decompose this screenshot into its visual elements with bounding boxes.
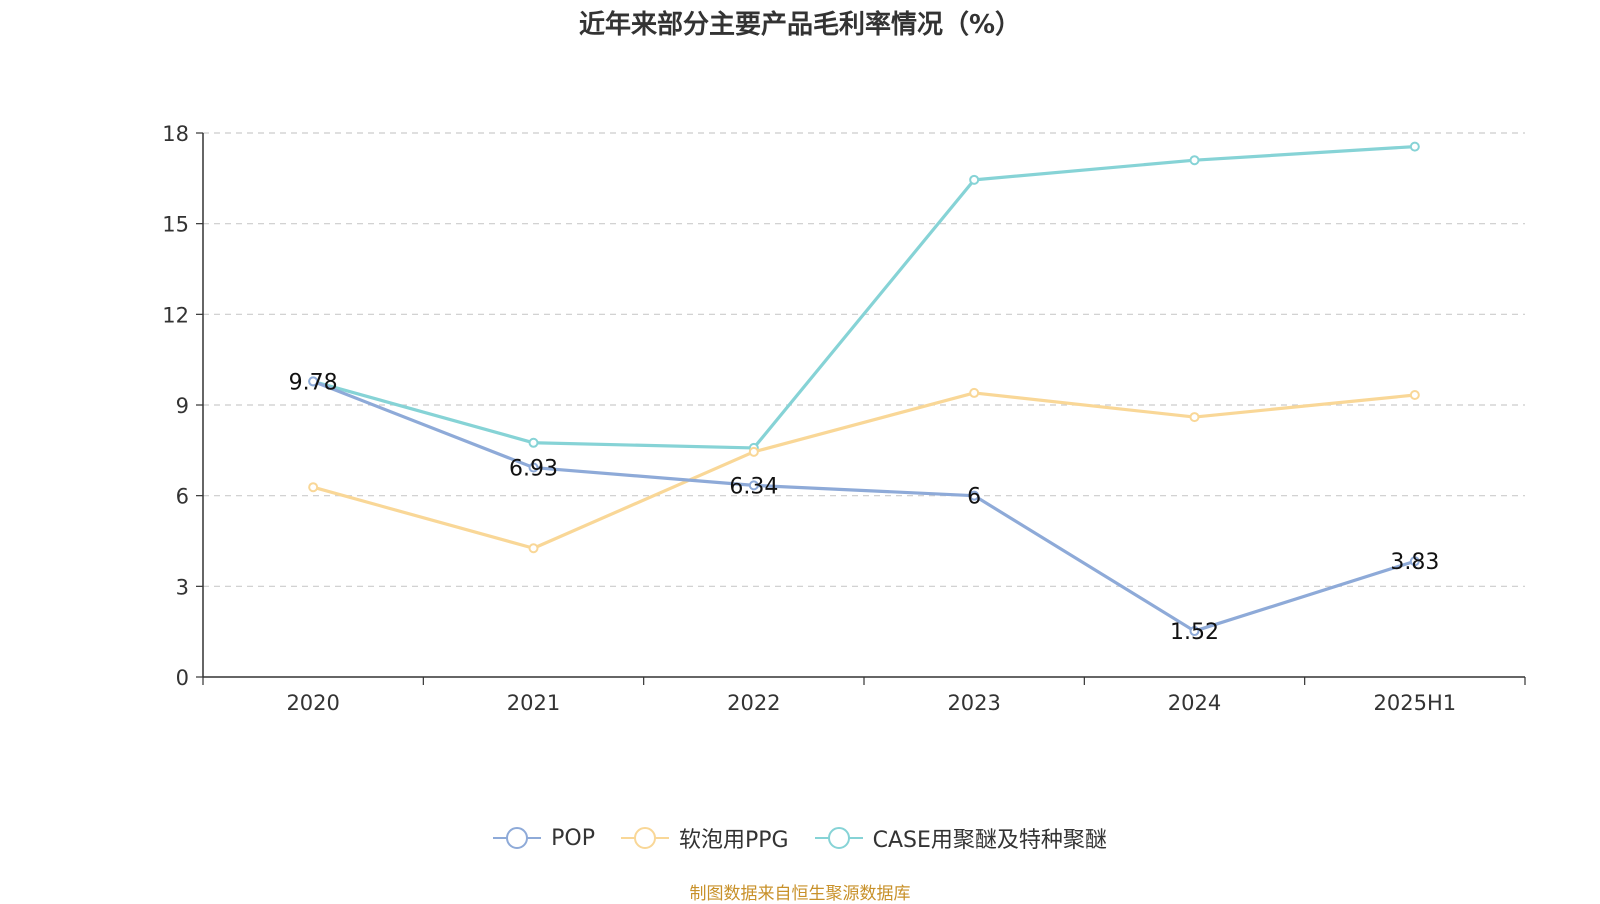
data-labels: 9.78 6.93 6.34 6 1.52 3.83: [289, 370, 1440, 645]
legend-label-case: CASE用聚醚及特种聚醚: [872, 828, 1107, 853]
data-point: [1189, 155, 1200, 166]
legend-swatch-case: [814, 826, 863, 850]
data-label: 6.34: [729, 474, 778, 499]
legend-item-pop[interactable]: POP: [493, 826, 595, 851]
data-point: [1409, 141, 1420, 152]
legend: POP 软泡用PPG CASE用聚醚及特种聚醚: [0, 822, 1600, 854]
legend-swatch-ppg: [620, 826, 669, 850]
data-point: [528, 437, 539, 448]
legend-item-ppg[interactable]: 软泡用PPG: [620, 822, 789, 854]
data-point: [308, 482, 319, 493]
data-label: 3.83: [1390, 550, 1439, 575]
data-point: [748, 446, 759, 457]
data-label: 1.52: [1170, 620, 1219, 645]
series-line: [312, 379, 1416, 633]
x-tick-label: 2021: [507, 691, 560, 715]
x-tick-label: 2025H1: [1374, 691, 1457, 715]
data-point: [528, 543, 539, 554]
y-tick-label: 18: [162, 122, 189, 146]
data-point: [308, 376, 319, 387]
axes: 0 3 6 9 12 15 18 2020 2021 2022 2023 2024 2025H1: [162, 122, 1526, 715]
line-chart: 0 3 6 9 12 15 18 2020 2021 2022 2023 2024 2025H1 9.7…: [162, 122, 1526, 715]
x-tick-label: 2023: [947, 691, 1000, 715]
data-label: 9.78: [289, 370, 338, 395]
data-label: 6: [967, 485, 981, 510]
chart-title: 近年来部分主要产品毛利率情况（%）: [578, 10, 1022, 40]
y-tick-label: 3: [176, 575, 189, 599]
data-point: [528, 462, 539, 473]
data-point: [748, 480, 759, 491]
legend-item-case[interactable]: CASE用聚醚及特种聚醚: [814, 822, 1107, 854]
grid-lines: [203, 132, 1525, 587]
y-tick-label: 9: [176, 394, 189, 418]
data-point: [969, 490, 980, 501]
legend-label-pop: POP: [551, 825, 595, 851]
series-line: [312, 391, 1415, 550]
data-point: [1409, 390, 1420, 401]
x-tick-label: 2024: [1168, 691, 1221, 715]
data-point: [969, 387, 980, 398]
data-point: [969, 174, 980, 185]
y-tick-label: 15: [162, 213, 189, 237]
data-point: [1189, 626, 1200, 637]
source-note: 制图数据来自恒生聚源数据库: [689, 884, 911, 904]
legend-swatch-pop: [493, 826, 542, 850]
y-tick-label: 6: [176, 485, 189, 509]
x-tick-label: 2022: [727, 691, 780, 715]
x-tick-label: 2020: [286, 691, 339, 715]
y-tick-label: 0: [176, 666, 189, 690]
data-point: [1409, 556, 1420, 567]
series-lines: [308, 141, 1420, 637]
legend-label-ppg: 软泡用PPG: [678, 828, 789, 853]
data-point: [1189, 412, 1200, 423]
series-line: [312, 145, 1415, 450]
y-tick-label: 12: [162, 303, 189, 327]
data-label: 6.93: [509, 457, 558, 482]
